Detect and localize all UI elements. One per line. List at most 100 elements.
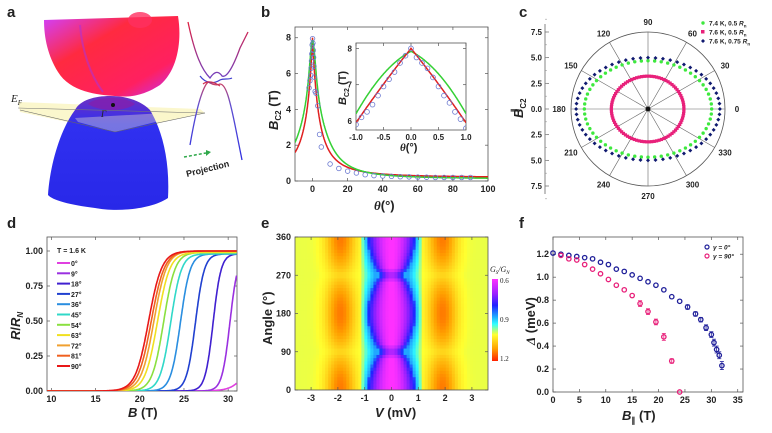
heatmap-cell bbox=[394, 262, 398, 267]
heatmap-cell bbox=[460, 377, 465, 381]
heatmap-cell bbox=[319, 319, 323, 324]
x-tick-label: 40 bbox=[378, 184, 388, 194]
heatmap-cell bbox=[313, 294, 317, 298]
heatmap-cell bbox=[310, 332, 314, 337]
y-tick-label: 0.75 bbox=[25, 281, 43, 291]
heatmap-cell bbox=[409, 275, 414, 279]
heatmap-cell bbox=[481, 342, 486, 346]
heatmap-cell bbox=[478, 307, 483, 311]
data-point-circle bbox=[706, 92, 711, 96]
heatmap-cell bbox=[463, 300, 468, 305]
heatmap-cell bbox=[415, 240, 420, 244]
heatmap-cell bbox=[397, 294, 401, 298]
heatmap-cell bbox=[388, 339, 392, 343]
heatmap-cell bbox=[319, 240, 323, 244]
heatmap-cell bbox=[346, 361, 350, 365]
heatmap-cell bbox=[469, 313, 474, 318]
heatmap-cell bbox=[328, 377, 332, 381]
heatmap-cell bbox=[322, 332, 326, 337]
heatmap-cell bbox=[301, 259, 305, 263]
heatmap-cell bbox=[373, 307, 377, 311]
heatmap-cell bbox=[478, 281, 483, 286]
heatmap-cell bbox=[379, 278, 383, 283]
heatmap-cell bbox=[364, 240, 368, 244]
heatmap-cell bbox=[310, 348, 314, 353]
heatmap-cell bbox=[343, 262, 347, 267]
heatmap-cell bbox=[394, 259, 398, 263]
heatmap-cell bbox=[478, 246, 483, 251]
heatmap-cell bbox=[322, 316, 326, 321]
heatmap-cell bbox=[484, 262, 488, 267]
heatmap-cell bbox=[457, 329, 462, 334]
heatmap-cell bbox=[433, 284, 438, 289]
x-tick-label: 20 bbox=[343, 184, 353, 194]
data-point bbox=[597, 270, 604, 277]
heatmap-cell bbox=[298, 262, 302, 267]
heatmap-cell bbox=[478, 249, 483, 254]
heatmap-cell bbox=[442, 361, 447, 365]
heatmap-cell bbox=[451, 243, 456, 247]
heatmap-cell bbox=[388, 358, 392, 362]
heatmap-cell bbox=[334, 386, 338, 390]
heatmap-cell bbox=[334, 278, 338, 283]
heatmap-cell bbox=[349, 265, 353, 270]
heatmap-cell bbox=[325, 249, 329, 254]
heatmap-cell bbox=[409, 374, 414, 378]
heatmap-cell bbox=[328, 316, 332, 321]
heatmap-cell bbox=[304, 297, 308, 302]
heatmap-cell bbox=[460, 332, 465, 337]
heatmap-cell bbox=[442, 342, 447, 346]
heatmap-cell bbox=[376, 339, 380, 343]
heatmap-cell bbox=[475, 358, 480, 362]
legend-label: 7.6 K, 0.5 Rn bbox=[709, 30, 747, 38]
heatmap-cell bbox=[340, 342, 344, 346]
heatmap-cell bbox=[301, 243, 305, 247]
heatmap-cell bbox=[397, 316, 401, 321]
data-point-diamond bbox=[660, 56, 665, 61]
heatmap-cell bbox=[364, 326, 368, 330]
heatmap-cell bbox=[442, 307, 447, 311]
heatmap-cell bbox=[331, 284, 335, 289]
heatmap-cell bbox=[307, 383, 311, 388]
heatmap-cell bbox=[451, 332, 456, 337]
heatmap-cell bbox=[481, 275, 486, 279]
inset-data-point bbox=[419, 60, 425, 66]
inset-data-point bbox=[446, 100, 453, 106]
heatmap-cell bbox=[385, 237, 389, 241]
heatmap-cell bbox=[484, 237, 488, 241]
heatmap-cell bbox=[364, 256, 368, 260]
heatmap-cell bbox=[484, 300, 488, 305]
heatmap-cell bbox=[325, 370, 329, 375]
legend-label: 7.4 K, 0.5 Rn bbox=[709, 21, 747, 29]
heatmap-cell bbox=[352, 342, 356, 346]
heatmap-cell bbox=[451, 278, 456, 283]
heatmap-cell bbox=[430, 300, 435, 305]
heatmap-cell bbox=[469, 351, 474, 356]
heatmap-cell bbox=[448, 332, 453, 337]
heatmap-cell bbox=[301, 316, 305, 321]
heatmap-cell bbox=[454, 348, 459, 353]
heatmap-cell bbox=[400, 265, 404, 270]
heatmap-cell bbox=[394, 319, 398, 324]
heatmap-cell bbox=[328, 329, 332, 334]
heatmap-cell bbox=[316, 303, 320, 308]
y-tick-label: 180 bbox=[276, 309, 291, 319]
heatmap-cell bbox=[325, 316, 329, 321]
heatmap-cell bbox=[484, 323, 488, 327]
heatmap-cell bbox=[397, 259, 401, 263]
heatmap-cell bbox=[388, 319, 392, 324]
heatmap-cell bbox=[433, 288, 438, 292]
heatmap-cell bbox=[352, 278, 356, 283]
heatmap-cell bbox=[331, 259, 335, 263]
heatmap-cell bbox=[463, 339, 468, 343]
radial-axis-c: 7.55.02.50.02.55.07.5 bbox=[531, 18, 549, 200]
heatmap-cell bbox=[325, 281, 329, 286]
plot-frame-b bbox=[294, 26, 489, 182]
heatmap-cell bbox=[334, 370, 338, 375]
heatmap-cell bbox=[304, 300, 308, 305]
heatmap-cell bbox=[430, 326, 435, 330]
heatmap-cell bbox=[343, 386, 347, 390]
heatmap-cell bbox=[361, 252, 365, 257]
heatmap-cell bbox=[484, 326, 488, 330]
heatmap-cell bbox=[397, 323, 401, 327]
